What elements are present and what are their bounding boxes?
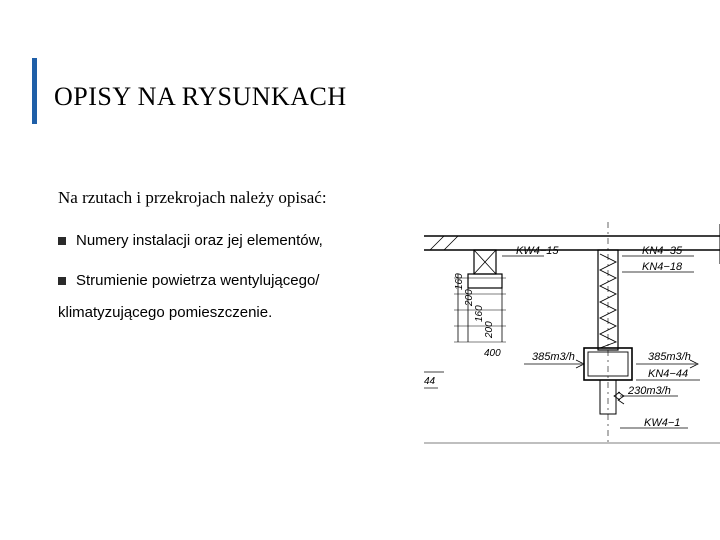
bullet-text-2: Strumienie powietrza wentylującego/ bbox=[76, 272, 319, 289]
slide-title: OPISY NA RYSUNKACH bbox=[54, 82, 347, 112]
bullet-item-2: Strumienie powietrza wentylującego/ bbox=[58, 272, 319, 289]
label-flow-230: 230m3/h bbox=[627, 385, 671, 397]
dim-200a: 200 bbox=[464, 289, 475, 307]
label-kn4-35: KN4−35 bbox=[642, 245, 683, 257]
technical-diagram: 160 200 160 200 400 KW4−15 KN4−35 KN4−18… bbox=[424, 222, 720, 444]
label-kw4-15: KW4−15 bbox=[516, 245, 559, 257]
bullet-square-icon bbox=[58, 237, 66, 245]
bullet-text-1: Numery instalacji oraz jej elementów, bbox=[76, 232, 323, 249]
label-kw4-1: KW4−1 bbox=[644, 417, 680, 429]
dim-160b: 160 bbox=[474, 305, 485, 322]
bullet-square-icon bbox=[58, 277, 66, 285]
bullet-continuation: klimatyzującego pomieszczenie. bbox=[58, 304, 272, 321]
label-kn4-44: KN4−44 bbox=[648, 368, 688, 380]
dim-44: 44 bbox=[424, 376, 436, 387]
title-accent-bar bbox=[32, 58, 37, 124]
label-kn4-18: KN4−18 bbox=[642, 261, 683, 273]
dim-400: 400 bbox=[484, 348, 501, 359]
slide-subtitle: Na rzutach i przekrojach należy opisać: bbox=[58, 188, 327, 208]
dim-160a: 160 bbox=[454, 273, 465, 290]
bullet-item-1: Numery instalacji oraz jej elementów, bbox=[58, 232, 323, 249]
label-flow-385-right: 385m3/h bbox=[648, 351, 691, 363]
dim-200b: 200 bbox=[484, 321, 495, 339]
label-flow-385-left: 385m3/h bbox=[532, 351, 575, 363]
